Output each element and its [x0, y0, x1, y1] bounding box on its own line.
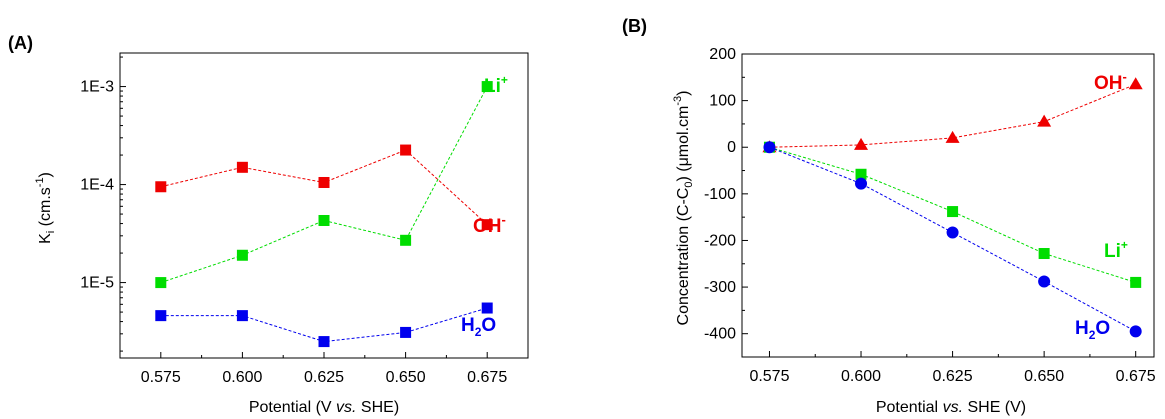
x-tick-label: 0.675: [1116, 368, 1156, 385]
panel-b-series: [762, 77, 1142, 337]
panel-a-y-ticks: 1E-3 1E-4 1E-5: [80, 57, 126, 351]
data-point-oh: [1037, 115, 1051, 127]
x-tick-label: 0.600: [841, 368, 881, 385]
data-point-oh: [237, 162, 248, 173]
data-point-h2o: [482, 303, 493, 314]
panel-a-y-axis-title: Ki (cm.s-1): [34, 172, 57, 244]
x-tick-label: 0.625: [933, 368, 973, 385]
data-point-oh: [854, 138, 868, 150]
series-line-h2o: [769, 147, 1135, 331]
x-tick-label: 0.675: [467, 369, 507, 386]
data-point-h2o: [947, 227, 959, 239]
data-point-oh: [1129, 77, 1143, 89]
data-point-li: [947, 206, 958, 217]
x-tick-label: 0.650: [1024, 368, 1064, 385]
panel-a-label-oh: OH-: [473, 212, 506, 237]
data-point-li: [1130, 277, 1141, 288]
x-tick-label: 0.575: [141, 369, 181, 386]
data-point-oh: [319, 177, 330, 188]
data-point-h2o: [763, 141, 775, 153]
data-point-h2o: [155, 310, 166, 321]
panel-a-series: [155, 81, 492, 347]
panel-a: (A) 1E-3 1E-4 1E-5 0.575 0.600 0.625 0.650 0.6…: [8, 33, 528, 416]
panel-a-x-ticks: 0.575 0.600 0.625 0.650 0.675: [141, 352, 508, 386]
data-point-h2o: [1038, 275, 1050, 287]
data-point-li: [319, 215, 330, 226]
y-tick-label: 200: [709, 46, 736, 63]
panel-b-y-ticks: 200 100 0 -100 -200 -300 -400: [704, 46, 748, 357]
data-point-oh: [155, 181, 166, 192]
panel-a-label-li: Li+: [484, 73, 508, 97]
y-tick-label: -300: [704, 279, 736, 296]
y-tick-label: -100: [704, 186, 736, 203]
y-tick-label: -200: [704, 232, 736, 249]
data-point-oh: [400, 145, 411, 156]
panel-a-x-axis-title: Potential (V vs. SHE): [249, 399, 399, 416]
panel-b-plot-frame: [742, 54, 1154, 357]
y-tick-label: 1E-5: [80, 275, 114, 292]
panel-b-label-li: Li+: [1104, 238, 1128, 262]
data-point-h2o: [855, 178, 867, 190]
panel-b-x-axis-title: Potential vs. SHE (V): [876, 399, 1026, 416]
data-point-li: [237, 250, 248, 261]
x-tick-label: 0.575: [749, 368, 789, 385]
x-tick-label: 0.600: [222, 369, 262, 386]
data-point-li: [400, 235, 411, 246]
data-point-li: [155, 277, 166, 288]
panel-b-label-h2o: H2O: [1075, 318, 1110, 342]
panel-b-label: (B): [622, 16, 647, 36]
y-tick-label: -400: [704, 326, 736, 343]
panel-b-y-axis-title: Concentration (C-C0) (μmol.cm-3): [672, 91, 695, 326]
panel-b-x-ticks: 0.575 0.600 0.625 0.650 0.675: [749, 351, 1155, 385]
data-point-li: [1039, 248, 1050, 259]
y-tick-label: 100: [709, 93, 736, 110]
data-point-h2o: [1130, 325, 1142, 337]
x-tick-label: 0.625: [304, 369, 344, 386]
data-point-h2o: [237, 310, 248, 321]
panel-a-label-h2o: H2O: [461, 315, 496, 339]
y-tick-label: 0: [727, 139, 736, 156]
panel-b-label-oh: OH-: [1094, 69, 1127, 94]
data-point-oh: [946, 131, 960, 143]
data-point-h2o: [400, 327, 411, 338]
data-point-h2o: [319, 336, 330, 347]
y-tick-label: 1E-4: [80, 177, 114, 194]
x-tick-label: 0.650: [386, 369, 426, 386]
panel-a-label: (A): [8, 33, 33, 53]
y-tick-label: 1E-3: [80, 79, 114, 96]
